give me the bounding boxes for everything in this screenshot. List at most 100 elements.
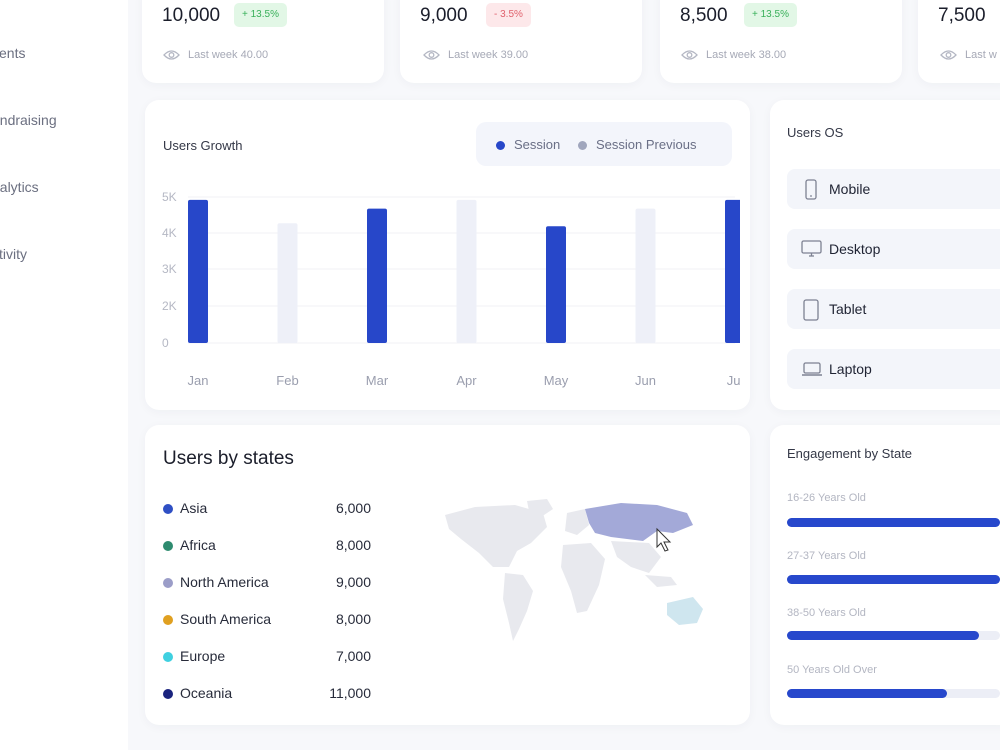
- stat-value: 9,000: [420, 5, 468, 26]
- desktop-icon: [801, 240, 822, 257]
- state-name: Africa: [180, 537, 216, 553]
- os-item-label: Tablet: [829, 301, 867, 317]
- stat-change-badge: - 3.5%: [486, 3, 531, 27]
- state-row: Asia 6,000: [163, 499, 373, 519]
- engagement-title: Engagement by State: [787, 446, 913, 461]
- sidebar: vents undraising nalytics ctivity: [0, 0, 128, 750]
- stat-card: 7,500 Last w: [918, 0, 1000, 83]
- bar-session-previous[interactable]: [277, 223, 298, 343]
- state-dot: [163, 652, 173, 662]
- stat-change-badge: + 13.5%: [234, 3, 287, 27]
- stat-footnote: Last week 39.00: [423, 49, 528, 61]
- sidebar-item-events[interactable]: vents: [0, 45, 26, 61]
- map-south-asia: [611, 541, 661, 573]
- map-australia: [667, 597, 703, 625]
- sidebar-item-analytics[interactable]: nalytics: [0, 179, 39, 195]
- stat-footnote: Last week 40.00: [163, 49, 268, 61]
- map-indonesia: [645, 575, 677, 587]
- map-north-america: [445, 505, 547, 567]
- sidebar-item-activity[interactable]: ctivity: [0, 246, 27, 262]
- world-map[interactable]: [435, 495, 715, 655]
- engagement-label: 38-50 Years Old: [787, 607, 866, 619]
- eye-icon: [163, 50, 180, 60]
- bar-session[interactable]: [188, 199, 208, 343]
- engagement-bar-fill: [787, 631, 979, 640]
- engagement-bar: [787, 575, 1000, 584]
- y-tick-label: 2K: [162, 299, 177, 313]
- bar-session[interactable]: [367, 208, 387, 343]
- chart-legend: Session Session Previous: [476, 122, 732, 166]
- bar-session[interactable]: [725, 199, 740, 343]
- bar-session-previous[interactable]: [456, 199, 477, 343]
- state-value: 7,000: [335, 648, 371, 664]
- eye-icon: [423, 50, 440, 60]
- state-row: North America 9,000: [163, 573, 373, 593]
- sidebar-item-fundraising[interactable]: undraising: [0, 112, 57, 128]
- engagement-label: 16-26 Years Old: [787, 492, 866, 504]
- stat-card: 8,500 + 13.5% Last week 38.00: [660, 0, 902, 83]
- state-dot: [163, 615, 173, 625]
- y-tick-label: 4K: [162, 226, 177, 240]
- stat-footnote-text: Last week 39.00: [448, 49, 529, 61]
- map-europe: [565, 509, 589, 535]
- engagement-bar-fill: [787, 575, 1000, 584]
- users-growth-title: Users Growth: [163, 138, 243, 153]
- stat-footnote: Last week 38.00: [681, 49, 786, 61]
- state-name: Europe: [180, 648, 226, 664]
- stat-value: 8,500: [680, 5, 728, 26]
- engagement-label: 50 Years Old Over: [787, 664, 877, 676]
- map-greenland: [527, 499, 553, 517]
- state-dot: [163, 541, 173, 551]
- state-value: 8,000: [335, 537, 371, 553]
- state-value: 9,000: [335, 574, 371, 590]
- os-item-label: Laptop: [829, 361, 872, 377]
- stat-card: 9,000 - 3.5% Last week 39.00: [400, 0, 642, 83]
- os-item-label: Mobile: [829, 181, 871, 197]
- legend-session-label[interactable]: Session: [514, 137, 561, 152]
- x-tick-label: Jun: [635, 373, 656, 388]
- state-row: Oceania 11,000: [163, 684, 373, 704]
- stat-value: 10,000: [162, 5, 221, 26]
- state-value: 11,000: [329, 685, 371, 701]
- users-growth-chart: 0 2K 3K 4K 5K Jan Feb Mar Apr May Jun Jul: [162, 190, 740, 388]
- state-name: North America: [180, 574, 269, 590]
- stat-footnote-text: Last week 38.00: [706, 49, 787, 61]
- state-dot: [163, 689, 173, 699]
- state-row: Africa 8,000: [163, 536, 373, 556]
- eye-icon: [940, 50, 957, 60]
- x-tick-label: Jul: [727, 373, 740, 388]
- state-name: South America: [180, 611, 272, 627]
- state-dot: [163, 504, 173, 514]
- engagement-bar: [787, 689, 1000, 698]
- legend-previous-label[interactable]: Session Previous: [596, 137, 697, 152]
- stat-card: 10,000 + 13.5% Last week 40.00: [142, 0, 384, 83]
- legend-previous-dot: [578, 141, 587, 150]
- eye-icon: [681, 50, 698, 60]
- state-value: 8,000: [335, 611, 371, 627]
- x-tick-label: Mar: [366, 373, 389, 388]
- os-item-label: Desktop: [829, 241, 881, 257]
- stat-value: 7,500: [938, 5, 986, 26]
- os-item-laptop[interactable]: Laptop: [787, 349, 1000, 389]
- bar-session-previous[interactable]: [635, 208, 656, 343]
- engagement-bar-fill: [787, 689, 947, 698]
- x-tick-label: May: [544, 373, 569, 388]
- os-item-tablet[interactable]: Tablet: [787, 289, 1000, 329]
- x-tick-label: Apr: [456, 373, 477, 388]
- cursor-icon: [656, 527, 672, 552]
- stat-footnote: Last w: [940, 49, 997, 61]
- users-by-states-card: [145, 425, 750, 725]
- x-tick-label: Jan: [188, 373, 209, 388]
- map-south-america: [503, 573, 533, 641]
- state-row: South America 8,000: [163, 610, 373, 630]
- os-item-desktop[interactable]: Desktop: [787, 229, 1000, 269]
- users-by-states-title: Users by states: [163, 448, 294, 469]
- engagement-label: 27-37 Years Old: [787, 550, 866, 562]
- stat-footnote-text: Last w: [965, 49, 997, 61]
- stat-change-badge: + 13.5%: [744, 3, 797, 27]
- engagement-bar-fill: [787, 518, 1000, 527]
- engagement-bar: [787, 518, 1000, 527]
- users-os-title: Users OS: [787, 125, 844, 140]
- bar-session[interactable]: [546, 226, 566, 343]
- os-item-mobile[interactable]: Mobile: [787, 169, 1000, 209]
